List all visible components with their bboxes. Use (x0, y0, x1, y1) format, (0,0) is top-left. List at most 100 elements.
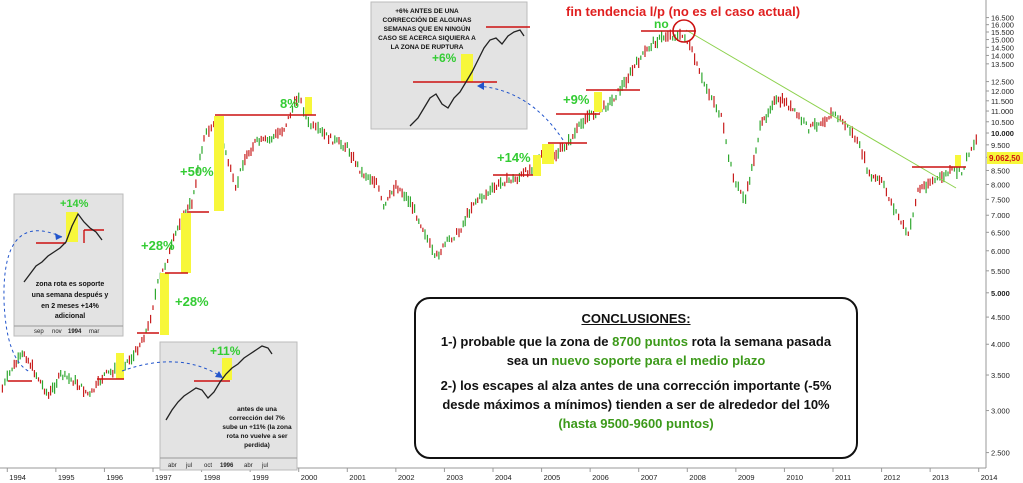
y-tick-label: 4.500 (991, 313, 1010, 322)
highlight-2013 (955, 155, 961, 167)
inset3-pct: +11% (210, 344, 241, 358)
svg-text:perdida): perdida) (244, 442, 270, 449)
x-tick-label: 2012 (884, 473, 901, 482)
y-tick-label: 9.500 (991, 141, 1010, 150)
x-tick-label: 2009 (738, 473, 755, 482)
y-tick-label: 16.500 (991, 14, 1014, 23)
svg-text:nov: nov (52, 329, 62, 335)
top-title: fin tendencia l/p (no es el caso actual) (566, 4, 800, 19)
x-tick-label: 1998 (204, 473, 221, 482)
y-tick-label: 13.500 (991, 60, 1014, 69)
highlight-2005b (542, 144, 554, 164)
svg-text:rota no vuelve a ser: rota no vuelve a ser (226, 433, 288, 440)
price-axis: 2.500 3.000 3.500 4.000 4.500 5.000 5.500 6.000… (986, 14, 1014, 458)
highlight-2005 (533, 155, 541, 176)
y-tick-label: 5.500 (991, 267, 1010, 276)
inset-1996: +11% antes de una corrección del 7% sube… (159, 341, 298, 471)
y-tick-label: 12.500 (991, 78, 1014, 87)
y-tick-label: 14.000 (991, 51, 1014, 60)
y-tick-label: 6.500 (991, 228, 1010, 237)
y-tick-label: 3.000 (991, 407, 1010, 416)
x-tick-label: 2007 (641, 473, 658, 482)
y-tick-label: 11.500 (991, 97, 1013, 106)
x-tick-label: 2013 (932, 473, 949, 482)
svg-text:adicional: adicional (55, 313, 85, 320)
svg-text:sep: sep (34, 329, 44, 335)
x-tick-label: 1999 (252, 473, 269, 482)
label-28pct-b: +28% (175, 294, 209, 309)
svg-text:jul: jul (261, 463, 268, 469)
last-price-box (987, 152, 1023, 164)
svg-text:mar: mar (89, 329, 99, 335)
y-tick-label: 8.500 (991, 166, 1010, 175)
highlight-1997b (181, 213, 191, 273)
y-tick-label: 11.000 (991, 107, 1013, 116)
inset1-pct: +14% (60, 198, 89, 210)
svg-text:1996: 1996 (220, 463, 234, 469)
arrow-inset2 (477, 85, 564, 141)
svg-text:SEMANAS QUE EN NINGÚN: SEMANAS QUE EN NINGÚN (384, 24, 471, 33)
x-tick-label: 2002 (398, 473, 415, 482)
conclusions-box: CONCLUSIONES: 1-) probable que la zona d… (414, 297, 858, 459)
conclusions-title: CONCLUSIONES: (581, 311, 691, 326)
inset2-pct: +6% (432, 51, 457, 65)
svg-text:zona rota es soporte: zona rota es soporte (36, 281, 105, 288)
x-tick-label: 1994 (9, 473, 26, 482)
y-tick-label: 15.500 (991, 28, 1014, 37)
svg-text:una semana después y: una semana después y (32, 292, 109, 299)
label-14pct: +14% (497, 150, 531, 165)
svg-text:CORRECCIÓN DE ALGUNAS: CORRECCIÓN DE ALGUNAS (383, 15, 473, 24)
x-tick-label: 2011 (835, 473, 851, 482)
y-tick-label: 2.500 (991, 449, 1010, 458)
svg-text:oct: oct (204, 463, 212, 469)
y-tick-label: 7.000 (991, 211, 1010, 220)
y-tick-label: 14.500 (991, 43, 1014, 52)
x-tick-label: 1997 (155, 473, 172, 482)
highlight-2000 (305, 97, 312, 115)
conclusion-1: 1-) probable que la zona de 8700 puntos … (440, 334, 832, 368)
svg-text:sube un +11% (la zona: sube un +11% (la zona (222, 424, 292, 431)
y-tick-label: 7.500 (991, 195, 1010, 204)
label-8pct: 8% (280, 96, 299, 111)
label-50pct: +50% (180, 164, 214, 179)
svg-text:abr: abr (244, 463, 253, 469)
y-tick-label: 8.000 (991, 180, 1010, 189)
x-tick-label: 2014 (981, 473, 998, 482)
highlight-2006 (594, 92, 602, 112)
label-9pct: +9% (563, 92, 590, 107)
x-tick-label: 2010 (786, 473, 803, 482)
arrow-inset1 (3, 230, 63, 373)
y-tick-label: 16.000 (991, 21, 1014, 30)
y-tick-label: 4.000 (991, 340, 1010, 349)
time-axis: 1994 1995 1996 1997 1998 1999 2000 2001 2002 2003… (6, 468, 998, 482)
x-tick-label: 2000 (301, 473, 318, 482)
x-tick-label: 1995 (58, 473, 75, 482)
x-tick-label: 2004 (495, 473, 512, 482)
y-tick-label: 12.000 (991, 87, 1014, 96)
svg-text:+6% ANTES DE UNA: +6% ANTES DE UNA (395, 8, 459, 15)
svg-text:abr: abr (168, 463, 177, 469)
inset-2004: +6% +6% ANTES DE UNA CORRECCIÓN DE ALGUN… (370, 1, 530, 130)
x-tick-label: 2001 (349, 473, 366, 482)
label-no: no (654, 17, 669, 31)
highlight-1995 (116, 353, 124, 379)
trendline (685, 29, 957, 189)
inset-1994: +14% zona rota es soporte una semana des… (13, 193, 124, 337)
label-28pct-a: +28% (141, 238, 175, 253)
top-circle (672, 19, 696, 43)
y-tick-label: 10.500 (991, 118, 1014, 127)
y-tick-label: 15.000 (991, 36, 1014, 45)
breakout-marks (8, 19, 966, 382)
svg-text:LA ZONA DE RUPTURA: LA ZONA DE RUPTURA (391, 44, 464, 51)
x-tick-label: 2008 (689, 473, 706, 482)
svg-text:jul: jul (185, 463, 192, 469)
svg-text:corrección del 7%: corrección del 7% (229, 415, 285, 422)
svg-text:antes de una: antes de una (237, 406, 277, 413)
y-tick-label: 5.000 (991, 289, 1010, 298)
highlight-1998 (214, 116, 224, 211)
svg-text:1994: 1994 (68, 329, 82, 335)
arrow-inset3 (121, 361, 223, 378)
y-tick-label: 3.500 (991, 371, 1010, 380)
y-tick-label: 10.000 (991, 129, 1014, 138)
svg-text:CASO SE ACERCA SIQUIERA A: CASO SE ACERCA SIQUIERA A (378, 35, 476, 42)
